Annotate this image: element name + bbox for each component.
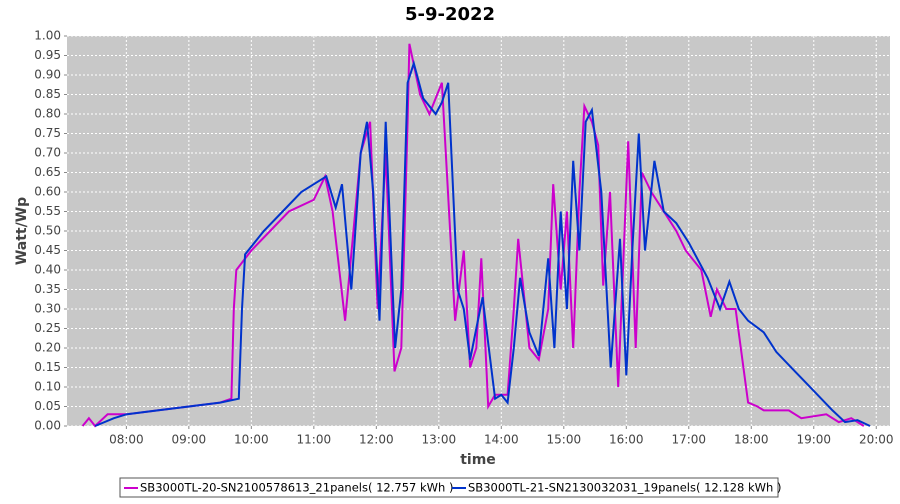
x-tick-label: 12:00 [359, 433, 394, 447]
x-tick-label: 19:00 [796, 433, 831, 447]
y-tick-label: 0.55 [34, 204, 61, 218]
x-tick-label: 17:00 [671, 433, 706, 447]
y-tick-label: 0.70 [34, 146, 61, 160]
y-tick-label: 0.90 [34, 68, 61, 82]
y-tick-label: 0.00 [34, 419, 61, 433]
x-tick-label: 11:00 [297, 433, 332, 447]
chart-title: 5-9-2022 [405, 4, 495, 25]
x-tick-label: 09:00 [172, 433, 207, 447]
y-tick-label: 0.65 [34, 165, 61, 179]
y-tick-label: 0.80 [34, 107, 61, 121]
y-tick-label: 0.35 [34, 282, 61, 296]
y-tick-label: 0.20 [34, 341, 61, 355]
y-tick-label: 0.05 [34, 399, 61, 413]
legend-label: SB3000TL-20-SN2100578613_21panels( 12.75… [140, 481, 453, 495]
x-tick-label: 10:00 [234, 433, 269, 447]
y-tick-label: 0.95 [34, 48, 61, 62]
legend [119, 477, 779, 498]
y-tick-label: 0.10 [34, 380, 61, 394]
x-tick-label: 13:00 [422, 433, 457, 447]
y-tick-label: 0.60 [34, 185, 61, 199]
y-tick-label: 0.40 [34, 263, 61, 277]
y-tick-label: 0.25 [34, 321, 61, 335]
y-tick-label: 0.30 [34, 302, 61, 316]
y-axis-label: Watt/Wp [14, 197, 30, 265]
x-axis-label: time [460, 452, 496, 468]
x-tick-label: 18:00 [734, 433, 769, 447]
plot-area [67, 36, 890, 426]
y-tick-label: 0.45 [34, 243, 61, 257]
y-tick-label: 1.00 [34, 29, 61, 43]
x-tick-label: 08:00 [109, 433, 144, 447]
legend-label: SB3000TL-21-SN2130032031_19panels( 12.12… [468, 481, 781, 495]
series-line [94, 59, 871, 427]
y-tick-label: 0.85 [34, 87, 61, 101]
x-tick-label: 14:00 [484, 433, 519, 447]
x-tick-label: 15:00 [547, 433, 582, 447]
y-tick-label: 0.15 [34, 360, 61, 374]
x-tick-label: 20:00 [859, 433, 894, 447]
y-tick-label: 0.75 [34, 126, 61, 140]
x-tick-label: 16:00 [609, 433, 644, 447]
y-tick-label: 0.50 [34, 224, 61, 238]
